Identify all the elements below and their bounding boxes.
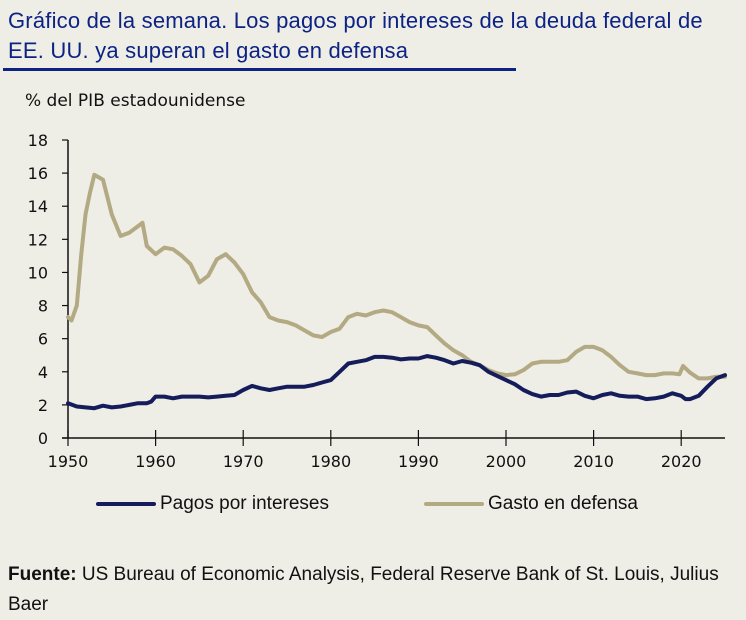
source-label: Fuente: [8, 564, 77, 585]
y-tick-label: 0 [38, 429, 48, 448]
legend-label-defense: Gasto en defensa [488, 493, 638, 514]
line-chart: 0 2 4 6 8 10 12 14 16 18 1950 1960 1970 1980 1990 2000 2… [28, 131, 727, 471]
y-tick-label: 8 [38, 297, 48, 316]
x-tick-label: 2000 [486, 452, 527, 471]
x-tick-label: 1980 [310, 452, 351, 471]
y-tick-label: 12 [28, 230, 48, 249]
legend: Pagos por intereses Gasto en defensa [0, 493, 746, 519]
y-tick-label: 4 [38, 363, 48, 382]
y-tick-label: 2 [38, 396, 48, 415]
source-text: US Bureau of Economic Analysis, Federal … [8, 564, 719, 615]
legend-item-interest: Pagos por intereses [96, 493, 329, 515]
y-tick-label: 18 [28, 131, 48, 150]
legend-swatch-defense [424, 502, 484, 506]
legend-label-interest: Pagos por intereses [160, 493, 329, 514]
series-line-interest [66, 354, 727, 411]
x-tick-label: 2020 [661, 452, 702, 471]
y-tick-label: 16 [28, 164, 48, 183]
chart-title: Gráfico de la semana. Los pagos por inte… [8, 8, 703, 63]
y-tick-label: 14 [28, 197, 48, 216]
series-group [66, 172, 727, 411]
source-note: Fuente: US Bureau of Economic Analysis, … [8, 560, 738, 620]
x-tick-label: 1970 [223, 452, 264, 471]
x-tick-label: 1990 [398, 452, 439, 471]
series-line-defense [66, 172, 727, 381]
y-axis-label: % del PIB estadounidense [25, 91, 246, 111]
axes: 0 2 4 6 8 10 12 14 16 18 1950 1960 1970 1980 1990 2000 2… [28, 131, 725, 471]
x-tick-label: 1950 [48, 452, 89, 471]
y-tick-label: 6 [38, 330, 48, 349]
y-tick-label: 10 [28, 263, 48, 282]
legend-item-defense: Gasto en defensa [424, 493, 638, 515]
x-tick-label: 2010 [573, 452, 614, 471]
legend-swatch-interest [96, 502, 156, 506]
x-tick-label: 1960 [135, 452, 176, 471]
title-underline [3, 68, 516, 71]
